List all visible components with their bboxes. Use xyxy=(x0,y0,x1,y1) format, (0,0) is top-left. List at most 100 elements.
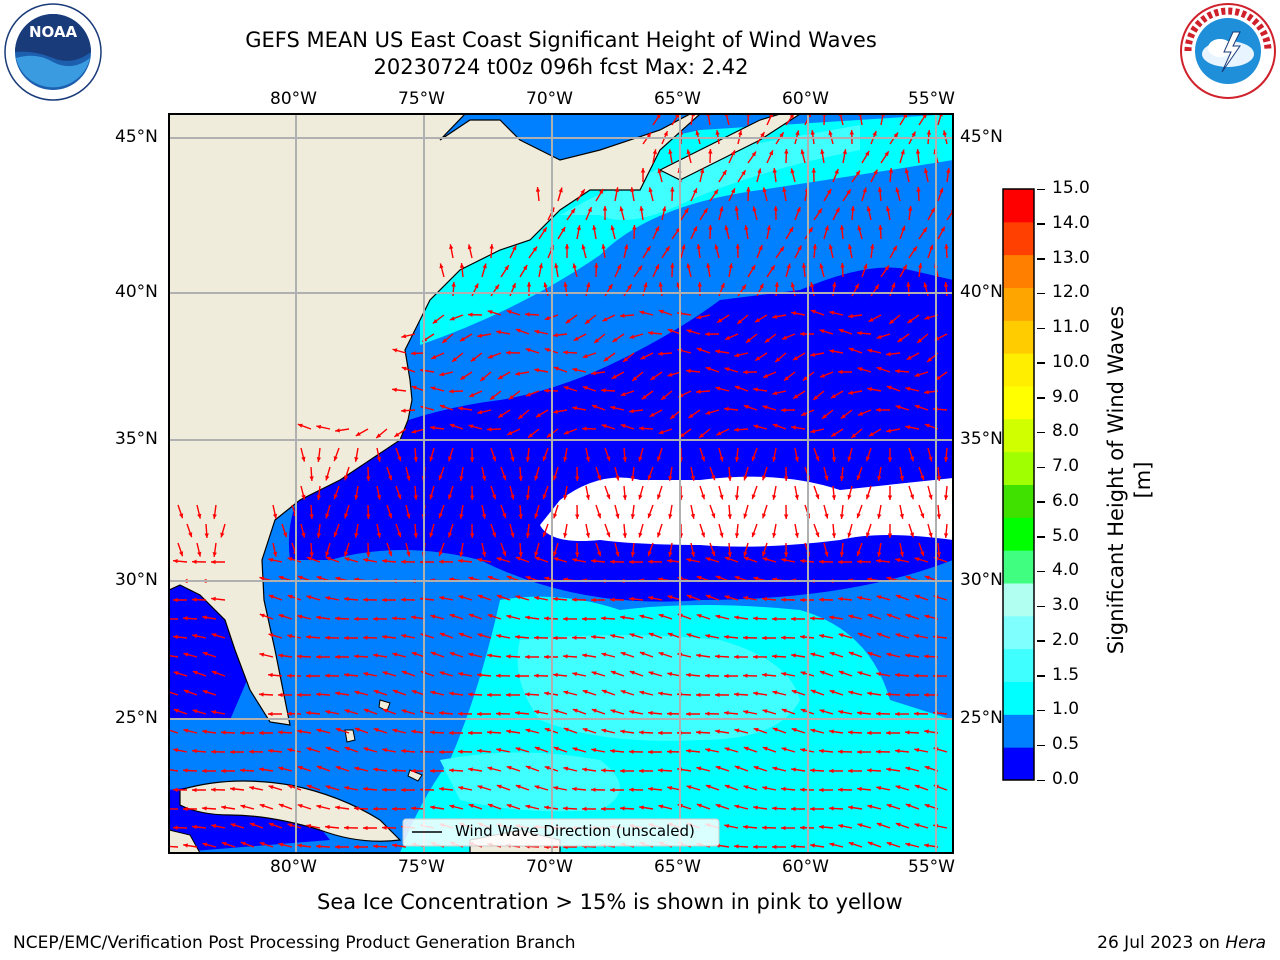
wind-arrow-head xyxy=(727,552,732,557)
wind-arrow-head xyxy=(309,552,314,557)
wind-arrow-head xyxy=(829,729,834,734)
wind-arrow-head xyxy=(772,314,778,319)
wind-arrow-head xyxy=(796,206,801,212)
wind-arrow-head xyxy=(876,558,881,564)
wind-arrow-head xyxy=(876,785,882,791)
wind-arrow-head xyxy=(810,768,815,773)
wind-arrow-head xyxy=(690,551,696,557)
wind-arrow-head xyxy=(525,312,530,317)
wind-arrow-head xyxy=(743,746,749,751)
wind-arrow-head xyxy=(561,226,566,232)
wind-arrow-head xyxy=(278,613,284,619)
wind-arrow-head xyxy=(211,823,217,829)
wind-arrow-head xyxy=(401,709,407,714)
wind-arrow-head xyxy=(259,652,265,657)
wind-arrow-head xyxy=(743,475,748,481)
wind-arrow-head xyxy=(469,392,475,397)
wind-arrow-head xyxy=(700,494,706,500)
wind-arrow-head xyxy=(810,616,815,621)
wind-arrow-head xyxy=(183,768,188,773)
lon-label-top-55w: 55°W xyxy=(908,89,955,109)
wind-arrow-head xyxy=(268,557,274,563)
wind-arrow-head xyxy=(667,372,673,377)
lat-label-left-45n: 45°N xyxy=(115,127,158,147)
wind-arrow-head xyxy=(477,333,483,338)
wind-arrow-head xyxy=(575,552,580,557)
colorbar xyxy=(1002,188,1035,781)
wind-arrow-head xyxy=(614,187,619,193)
wind-arrow-head xyxy=(212,552,217,557)
wind-arrow-head xyxy=(801,411,807,416)
wind-arrow-head xyxy=(496,557,502,562)
wind-arrow-head xyxy=(230,823,236,828)
wind-arrow-head xyxy=(773,206,778,211)
wind-arrow-head xyxy=(518,514,523,519)
wind-arrow-head xyxy=(620,313,625,318)
wind-arrow-head xyxy=(658,351,663,356)
wind-arrow xyxy=(946,209,953,221)
sea-ice-note: Sea Ice Concentration > 15% is shown in … xyxy=(317,890,903,914)
wind-arrow-head xyxy=(848,768,853,774)
wind-arrow-head xyxy=(639,426,644,431)
wind-arrow-head xyxy=(916,187,921,192)
wind-arrow-head xyxy=(888,168,894,173)
wind-arrow-head xyxy=(544,805,549,810)
colorbar-tick-label: 0.0 xyxy=(1052,769,1080,789)
wind-arrow-head xyxy=(857,559,862,564)
wind-arrow-head xyxy=(643,282,648,288)
wind-arrow-head xyxy=(797,245,802,251)
wind-arrow-head xyxy=(734,844,739,849)
wind-arrow-head xyxy=(713,189,719,195)
wind-arrow-head xyxy=(297,765,303,771)
wind-arrow-head xyxy=(430,386,436,391)
colorbar-tick-mark xyxy=(1037,709,1045,712)
wind-arrow-head xyxy=(848,347,854,352)
colorbar-tick-label: 4.0 xyxy=(1052,560,1080,581)
wind-arrow-head xyxy=(306,710,311,716)
wind-arrow-head xyxy=(810,130,815,135)
wind-arrow-head xyxy=(477,410,483,415)
wind-arrow-head xyxy=(411,615,416,620)
wind-arrow-head xyxy=(766,225,771,231)
wind-arrow-head xyxy=(893,132,898,138)
wind-arrow-head xyxy=(819,787,824,793)
wind-arrow-head xyxy=(344,786,350,791)
wind-arrow-head xyxy=(449,651,455,657)
wind-arrow-head xyxy=(526,282,532,287)
wind-arrow-head xyxy=(612,337,618,342)
wind-arrow-head xyxy=(772,806,777,811)
wind-arrow-head xyxy=(895,594,901,599)
colorbar-tick-label: 1.5 xyxy=(1052,664,1080,685)
wind-arrow-head xyxy=(515,784,521,789)
wind-arrow-head xyxy=(620,768,625,774)
wind-arrow-head xyxy=(487,310,493,315)
wind-arrow-head xyxy=(639,768,644,774)
colorbar-swatch xyxy=(1003,747,1034,781)
wind-arrow-head xyxy=(192,597,197,602)
wind-arrow-head xyxy=(333,532,338,538)
wind-arrow-head xyxy=(608,284,613,290)
wind-arrow-head xyxy=(572,406,578,411)
wind-arrow-head xyxy=(838,749,843,754)
wind-arrow-head xyxy=(411,385,417,390)
wind-arrow-head xyxy=(335,805,340,810)
wind-arrow-head xyxy=(829,615,834,620)
wind-arrow-head xyxy=(920,475,925,481)
wind-arrow-head xyxy=(646,246,651,252)
wind-arrow-head xyxy=(325,746,331,751)
wind-arrow-head xyxy=(815,494,820,500)
colorbar-tick-mark xyxy=(1037,431,1045,434)
wind-arrow-head xyxy=(791,425,796,430)
wind-arrow-head xyxy=(510,494,515,500)
wind-arrow-head xyxy=(705,634,711,639)
wind-arrow-head xyxy=(278,766,284,771)
wind-arrow-head xyxy=(772,616,777,622)
wind-arrow-head xyxy=(565,318,571,324)
wind-arrow-head xyxy=(715,386,721,391)
wind-arrow-head xyxy=(468,424,474,429)
wind-arrow-head xyxy=(762,672,767,678)
wind-arrow-head xyxy=(696,692,701,698)
wind-arrow-head xyxy=(696,389,701,394)
wind-arrow-head xyxy=(333,456,338,462)
wind-arrow-head xyxy=(220,532,225,538)
